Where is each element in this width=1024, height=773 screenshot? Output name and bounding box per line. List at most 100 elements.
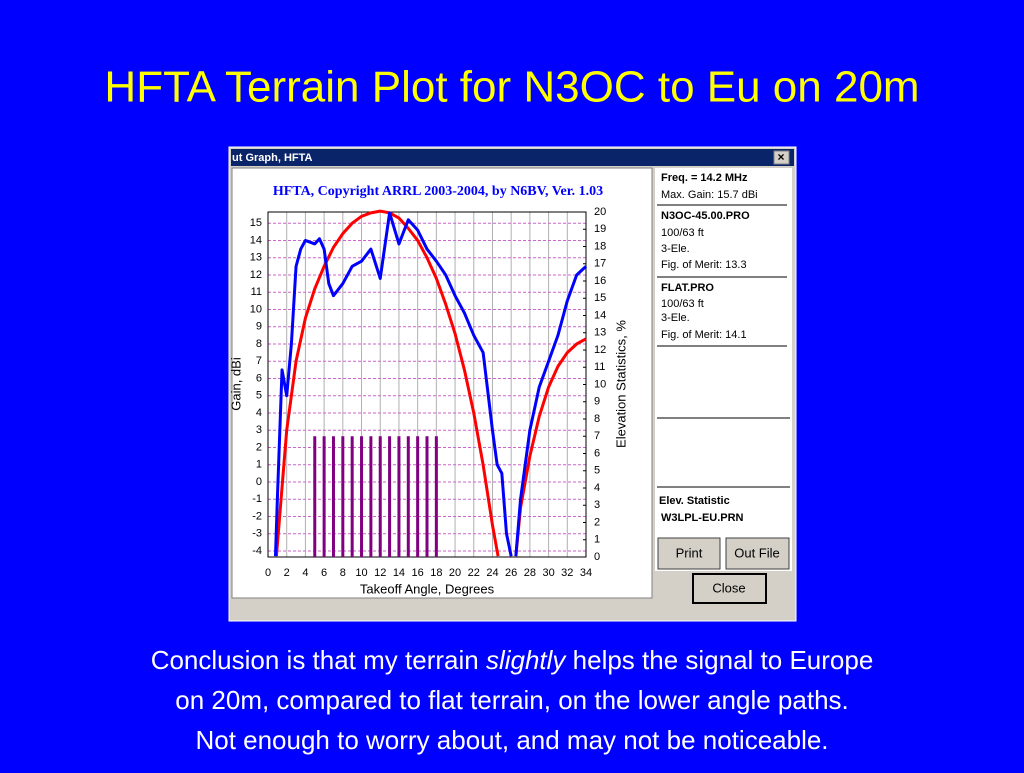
y-tick-label: 3 [256, 424, 262, 436]
y-axis-label: Gain, dBi [228, 357, 243, 411]
antenna: 3-Ele. [661, 243, 690, 255]
y2-tick-label: 8 [594, 413, 600, 425]
max-gain: Max. Gain: 15.7 dBi [661, 189, 758, 201]
y-tick-label: 15 [250, 217, 262, 229]
y-tick-label: 0 [256, 476, 262, 488]
y2-tick-label: 6 [594, 447, 600, 459]
out-file-label[interactable]: Out File [734, 545, 780, 560]
conclusion-line: on 20m, compared to flat terrain, on the… [175, 685, 849, 715]
window-title: ut Graph, HFTA [232, 152, 313, 164]
y-tick-label: 6 [256, 372, 262, 384]
y2-tick-label: 12 [594, 344, 606, 356]
plot-panel [231, 167, 653, 599]
conclusion-line: Conclusion is that my terrain slightly h… [151, 645, 874, 675]
bar [388, 436, 392, 557]
y-tick-label: 12 [250, 269, 262, 281]
close-icon[interactable]: × [777, 150, 784, 164]
x-tick-label: 20 [449, 567, 461, 579]
x-tick-label: 8 [340, 567, 346, 579]
legend-entry: FLAT.PRO [661, 282, 714, 294]
bar [406, 436, 410, 557]
x-tick-label: 4 [302, 567, 308, 579]
height: 100/63 ft [661, 227, 704, 239]
x-tick-label: 32 [561, 567, 573, 579]
x-tick-label: 14 [393, 567, 405, 579]
y2-tick-label: 17 [594, 258, 606, 270]
y2-tick-label: 11 [594, 361, 605, 373]
y-tick-label: -4 [252, 545, 262, 557]
x-tick-label: 2 [284, 567, 290, 579]
text-run: helps the signal to Europe [565, 645, 873, 675]
bar [378, 436, 382, 557]
y-tick-label: 9 [256, 321, 262, 333]
bar [350, 436, 354, 557]
bar [313, 436, 317, 557]
height: 100/63 ft [661, 298, 704, 310]
bar [397, 436, 401, 557]
y-tick-label: 1 [256, 459, 262, 471]
x-axis-label: Takeoff Angle, Degrees [360, 581, 495, 596]
elev-heading: Elev. Statistic [659, 495, 730, 507]
merit: Fig. of Merit: 14.1 [661, 329, 747, 341]
y-tick-label: 2 [256, 441, 262, 453]
bar [360, 436, 364, 557]
x-tick-label: 10 [355, 567, 367, 579]
bar [341, 436, 345, 557]
bar [369, 436, 373, 557]
y2-tick-label: 20 [594, 206, 606, 218]
x-tick-label: 16 [412, 567, 424, 579]
y2-tick-label: 15 [594, 292, 606, 304]
merit: Fig. of Merit: 13.3 [661, 259, 747, 271]
close-label[interactable]: Close [712, 580, 745, 595]
x-tick-label: 12 [374, 567, 386, 579]
freq: Freq. = 14.2 MHz [661, 172, 748, 184]
close-button[interactable] [773, 150, 790, 165]
y2-tick-label: 19 [594, 223, 606, 235]
y-tick-label: 14 [250, 234, 262, 246]
y2-tick-label: 7 [594, 430, 600, 442]
y-tick-label: 5 [256, 390, 262, 402]
slide-title: HFTA Terrain Plot for N3OC to Eu on 20m [104, 63, 919, 112]
text-run: Conclusion is that my terrain [151, 645, 486, 675]
print-label[interactable]: Print [676, 545, 703, 560]
y2-tick-label: 14 [594, 309, 606, 321]
legend-entry: N3OC-45.00.PRO [661, 210, 750, 222]
y-tick-label: -3 [252, 528, 262, 540]
bar [434, 436, 438, 557]
y2-tick-label: 18 [594, 240, 606, 252]
info-panel [655, 168, 792, 571]
y2-tick-label: 9 [594, 396, 600, 408]
y-tick-label: 8 [256, 338, 262, 350]
y2-tick-label: 2 [594, 516, 600, 528]
close-dialog-button[interactable] [692, 573, 767, 604]
legend-entry: W3LPL-EU.PRN [661, 512, 744, 524]
y2-axis-label: Elevation Statistics, % [613, 320, 628, 448]
x-tick-label: 28 [524, 567, 536, 579]
chart-title: HFTA, Copyright ARRL 2003-2004, by N6BV,… [273, 184, 603, 199]
y2-tick-label: 10 [594, 378, 606, 390]
y-tick-label: 10 [250, 303, 262, 315]
y-tick-label: 4 [256, 407, 262, 419]
x-tick-label: 18 [430, 567, 442, 579]
y-tick-label: 13 [250, 252, 262, 264]
antenna: 3-Ele. [661, 312, 690, 324]
y2-tick-label: 13 [594, 327, 606, 339]
line-series [273, 211, 588, 557]
plot-area: 0 2 4 6 8 10 12 14 16 18 20 22 24 26 28 30 32 34-4-3-2-10… [250, 206, 607, 579]
x-tick-label: 0 [265, 567, 271, 579]
x-tick-label: 26 [505, 567, 517, 579]
out-file-button[interactable] [725, 537, 790, 570]
y2-tick-label: 16 [594, 275, 606, 287]
x-tick-label: 34 [580, 567, 592, 579]
x-tick-label: 24 [486, 567, 498, 579]
x-tick-label: 22 [468, 567, 480, 579]
conclusion-line: Not enough to worry about, and may not b… [195, 725, 828, 755]
print-button[interactable] [657, 537, 721, 570]
y2-tick-label: 4 [594, 482, 600, 494]
bar [322, 436, 326, 557]
y-tick-label: -2 [252, 510, 262, 522]
x-tick-label: 30 [542, 567, 554, 579]
y-tick-label: -1 [252, 493, 262, 505]
